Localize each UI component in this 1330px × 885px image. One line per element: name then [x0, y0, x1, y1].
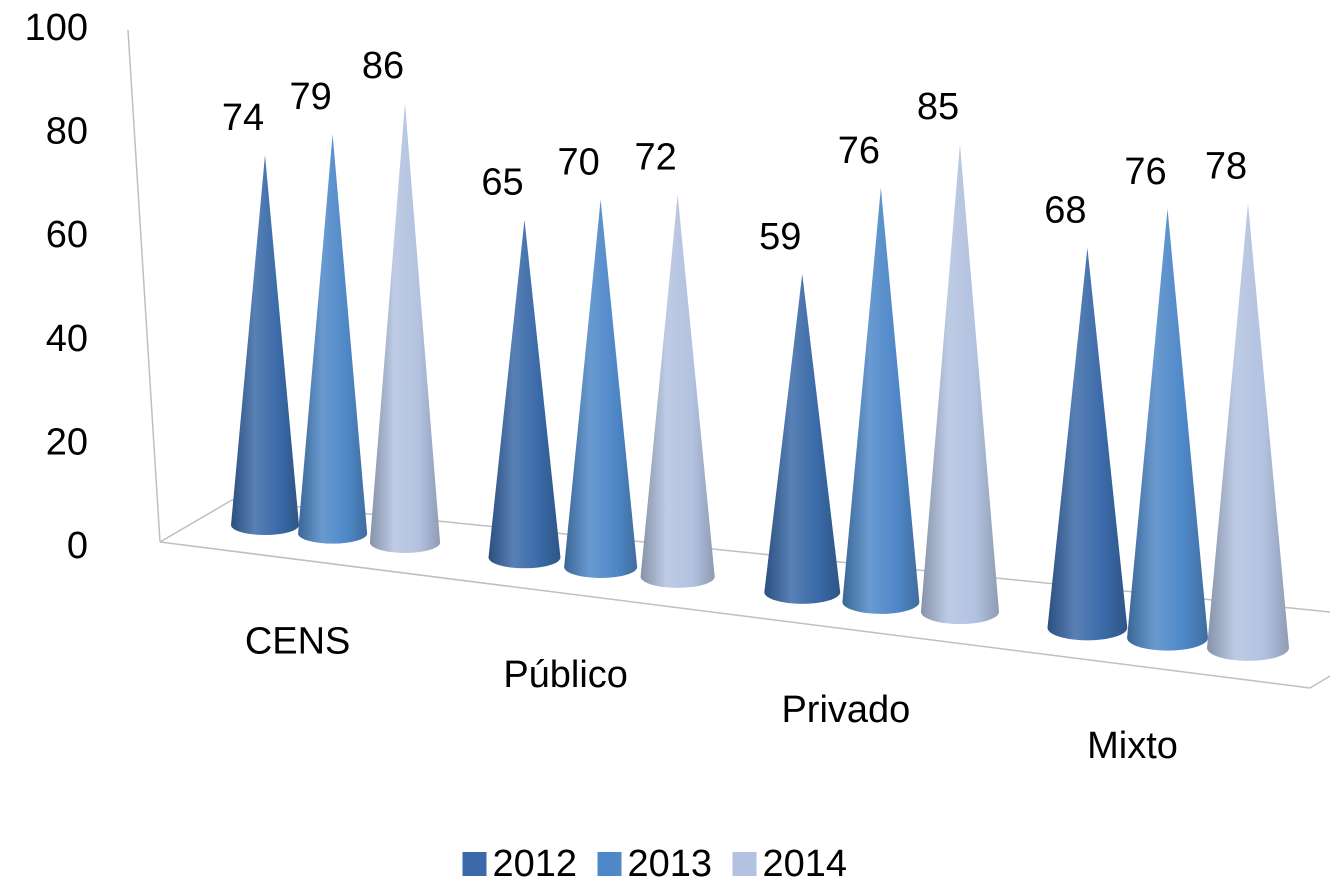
- cone: [842, 187, 920, 614]
- y-tick-label: 60: [46, 214, 88, 256]
- legend-label: 2013: [628, 843, 713, 885]
- data-label: 76: [1124, 151, 1166, 193]
- x-tick-label: Privado: [781, 689, 910, 731]
- data-label: 59: [759, 216, 801, 258]
- data-label: 85: [917, 86, 959, 128]
- data-label: 76: [838, 130, 880, 172]
- cone: [488, 219, 561, 569]
- legend-label: 2014: [763, 843, 848, 885]
- y-tick-label: 100: [25, 7, 88, 49]
- x-tick-label: CENS: [245, 620, 351, 662]
- data-label: 79: [289, 76, 331, 118]
- legend-swatch: [597, 852, 622, 876]
- data-label: 72: [635, 137, 677, 179]
- cone: [1207, 203, 1289, 661]
- y-tick-label: 0: [67, 525, 88, 567]
- data-label: 86: [362, 45, 404, 87]
- legend-swatch: [732, 852, 757, 876]
- cone: [298, 134, 368, 544]
- legend-label: 2012: [493, 843, 578, 885]
- cone: [231, 155, 299, 535]
- cone: [764, 273, 841, 604]
- cone: [1047, 247, 1128, 641]
- cone: [640, 194, 715, 588]
- x-tick-label: Público: [503, 654, 628, 696]
- data-label: 74: [222, 97, 264, 139]
- data-label: 68: [1044, 190, 1086, 232]
- x-tick-label: Mixto: [1087, 725, 1178, 767]
- back-wall-edge: [127, 29, 161, 543]
- data-label: 78: [1205, 145, 1247, 187]
- floor-left-edge: [159, 499, 233, 543]
- cone: [1127, 208, 1208, 651]
- data-label: 70: [558, 141, 600, 183]
- cone: [564, 199, 638, 579]
- floor-front-edge: [159, 541, 1311, 689]
- cone: [920, 144, 999, 625]
- legend-swatch: [462, 852, 487, 876]
- data-label: 65: [481, 162, 523, 204]
- cone: [369, 103, 441, 553]
- y-tick-label: 80: [46, 111, 88, 153]
- y-tick-label: 20: [46, 421, 88, 463]
- y-tick-label: 40: [46, 318, 88, 360]
- floor-right-edge: [1309, 675, 1330, 689]
